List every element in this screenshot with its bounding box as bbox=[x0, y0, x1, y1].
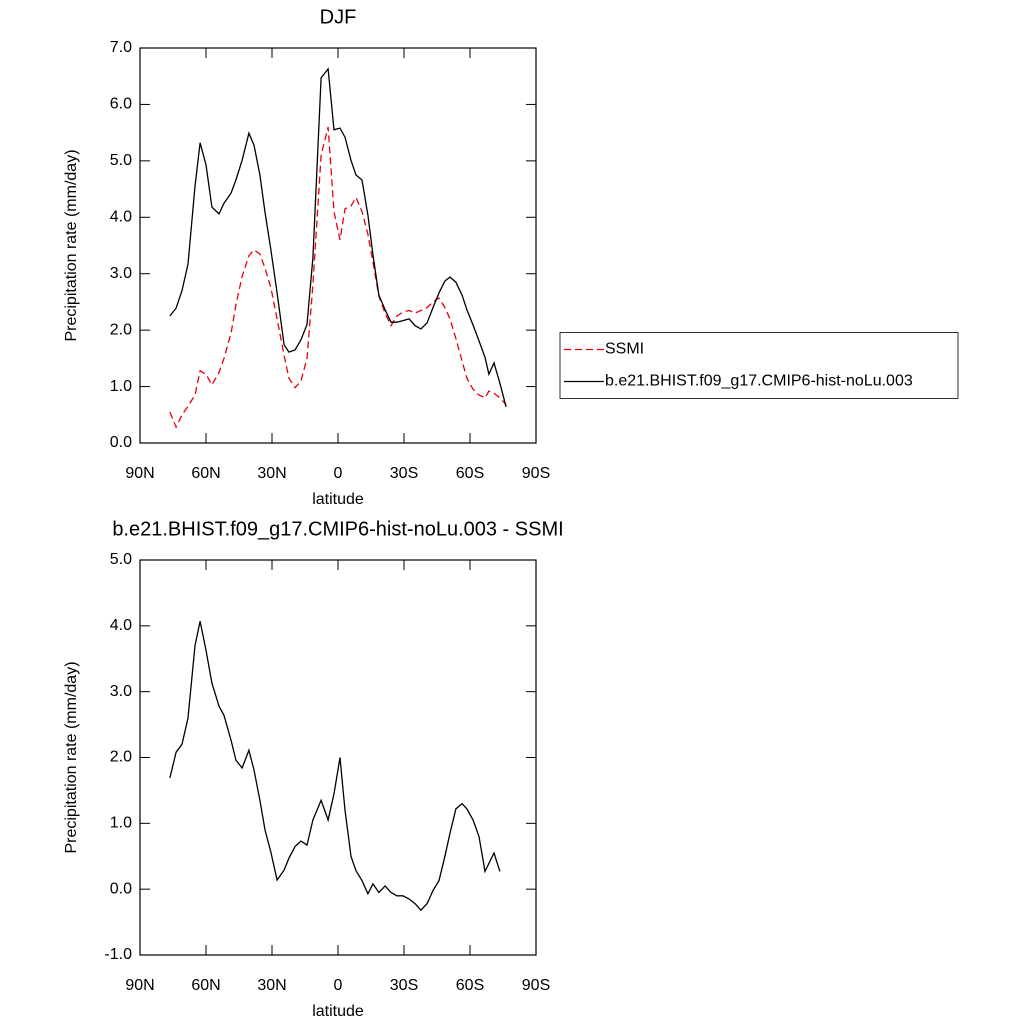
plot-frame bbox=[139, 47, 537, 444]
y-tick-label: 6.0 bbox=[110, 96, 132, 113]
x-tick-label: 0 bbox=[334, 465, 343, 482]
legend-label: SSMI bbox=[605, 341, 644, 358]
x-tick-label: 90S bbox=[522, 977, 550, 994]
y-axis-label: Precipitation rate (mm/day) bbox=[63, 661, 80, 853]
x-tick-label: 60S bbox=[456, 465, 484, 482]
x-tick-label: 30N bbox=[257, 465, 286, 482]
x-tick-label: 60N bbox=[191, 977, 220, 994]
x-tick-label: 60N bbox=[191, 465, 220, 482]
chart-title: DJF bbox=[320, 6, 357, 28]
y-tick-label: -1.0 bbox=[104, 946, 132, 963]
y-tick-label: 2.0 bbox=[110, 749, 132, 766]
data-line bbox=[169, 126, 507, 429]
legend-label: b.e21.BHIST.f09_g17.CMIP6-hist-noLu.003 bbox=[605, 373, 913, 390]
x-axis-label: latitude bbox=[312, 1003, 364, 1020]
y-tick-label: 4.0 bbox=[110, 617, 132, 634]
x-tick-label: 90N bbox=[125, 465, 154, 482]
data-line bbox=[169, 67, 507, 408]
y-tick-label: 3.0 bbox=[110, 683, 132, 700]
y-tick-label: 5.0 bbox=[110, 551, 132, 568]
x-tick-label: 30N bbox=[257, 977, 286, 994]
y-tick-label: 3.0 bbox=[110, 265, 132, 282]
x-tick-label: 90S bbox=[522, 465, 550, 482]
y-tick-label: 4.0 bbox=[110, 209, 132, 226]
y-tick-label: 0.0 bbox=[110, 880, 132, 897]
data-line bbox=[169, 621, 501, 912]
legend-box bbox=[559, 332, 959, 399]
x-tick-label: 30S bbox=[390, 465, 418, 482]
y-tick-label: 1.0 bbox=[110, 378, 132, 395]
y-tick-label: 7.0 bbox=[110, 39, 132, 56]
y-tick-label: 5.0 bbox=[110, 152, 132, 169]
chart-title: b.e21.BHIST.f09_g17.CMIP6-hist-noLu.003 … bbox=[112, 518, 563, 540]
y-tick-label: 2.0 bbox=[110, 321, 132, 338]
y-tick-label: 1.0 bbox=[110, 815, 132, 832]
x-tick-label: 0 bbox=[334, 977, 343, 994]
x-tick-label: 60S bbox=[456, 977, 484, 994]
y-axis-label: Precipitation rate (mm/day) bbox=[63, 149, 80, 341]
x-tick-label: 30S bbox=[390, 977, 418, 994]
y-tick-label: 0.0 bbox=[110, 434, 132, 451]
x-tick-label: 90N bbox=[125, 977, 154, 994]
plot-frame bbox=[139, 559, 537, 956]
x-axis-label: latitude bbox=[312, 491, 364, 508]
